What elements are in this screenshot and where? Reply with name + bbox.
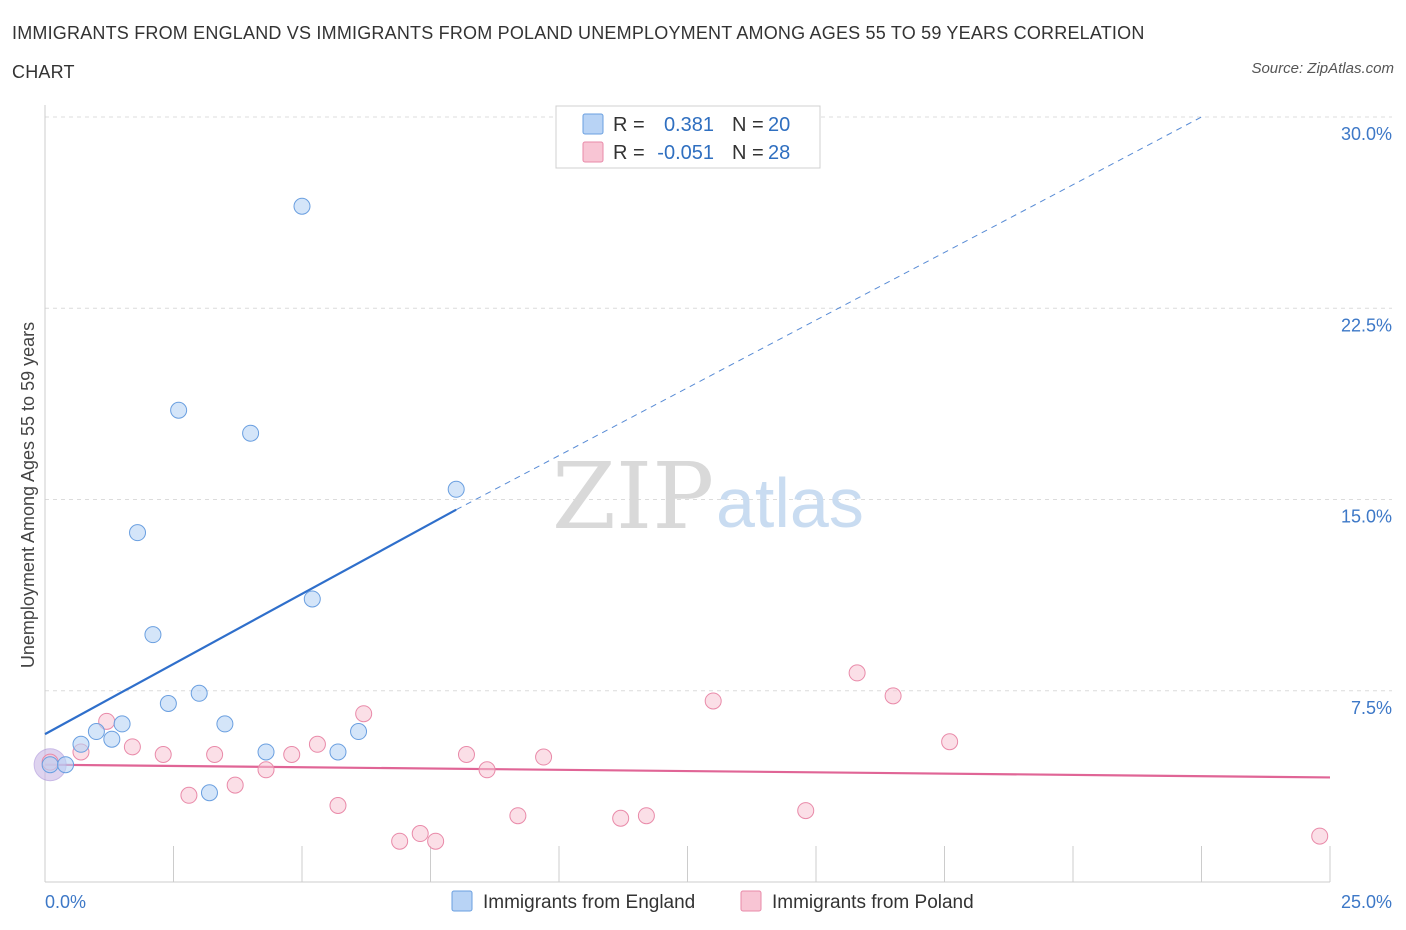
data-point-poland xyxy=(308,735,326,753)
data-point-poland xyxy=(1311,827,1329,845)
data-point-england xyxy=(447,480,465,498)
england-trend-line xyxy=(44,508,457,736)
data-point-england xyxy=(144,626,162,644)
legend-n-label: N = xyxy=(732,114,764,136)
data-point-england xyxy=(303,590,321,608)
bottom-legend-swatch-england xyxy=(451,890,473,912)
data-point-poland xyxy=(226,776,244,794)
legend-r-label: R = xyxy=(613,142,645,164)
watermark-atlas: atlas xyxy=(716,464,864,542)
data-point-poland xyxy=(123,738,141,756)
stats-legend: R = 0.381 N = 20 R = -0.051 N = 28 xyxy=(555,105,821,169)
data-point-poland xyxy=(637,807,655,825)
data-point-england xyxy=(57,756,75,774)
data-point-england xyxy=(159,695,177,712)
data-point-england xyxy=(216,715,234,733)
data-point-poland xyxy=(283,746,301,763)
data-point-poland xyxy=(478,761,496,779)
data-point-poland xyxy=(509,807,527,825)
data-point-poland xyxy=(206,746,224,763)
data-point-poland xyxy=(391,832,409,850)
data-point-poland xyxy=(884,687,902,705)
y-tick-label: 30.0% xyxy=(1341,124,1392,144)
poland-trend-line xyxy=(44,763,1331,779)
y-axis-label: Unemployment Among Ages 55 to 59 years xyxy=(18,322,38,668)
y-tick-label: 22.5% xyxy=(1341,315,1392,335)
legend-n-value: 20 xyxy=(768,114,790,136)
bottom-legend-poland: Immigrants from Poland xyxy=(772,892,974,913)
bottom-legend: Immigrants from England Immigrants from … xyxy=(451,890,974,913)
legend-swatch-poland xyxy=(582,141,604,163)
bottom-legend-swatch-poland xyxy=(740,890,762,912)
data-point-poland xyxy=(848,664,866,682)
data-point-england xyxy=(242,424,260,442)
data-point-england xyxy=(72,735,90,753)
legend-r-value: 0.381 xyxy=(664,114,714,136)
data-points xyxy=(33,197,1329,850)
watermark-zip: ZIP xyxy=(552,443,714,550)
x-tick-label: 25.0% xyxy=(1341,892,1392,912)
source-label: Source: ZipAtlas.com xyxy=(1251,60,1394,77)
chart-title: IMMIGRANTS FROM ENGLAND VS IMMIGRANTS FR… xyxy=(12,23,1145,82)
data-point-england xyxy=(350,723,368,741)
data-point-poland xyxy=(704,692,722,710)
data-point-poland xyxy=(180,786,198,804)
y-tick-labels: 7.5% 15.0% 22.5% 30.0% xyxy=(1341,124,1392,718)
data-point-poland xyxy=(411,825,429,843)
data-point-poland xyxy=(612,809,630,827)
bottom-legend-england: Immigrants from England xyxy=(483,892,695,913)
data-point-poland xyxy=(257,761,275,779)
legend-r-label: R = xyxy=(613,114,645,136)
y-tick-label: 7.5% xyxy=(1351,698,1392,718)
data-point-england xyxy=(190,684,208,702)
legend-n-label: N = xyxy=(732,142,764,164)
england-trend-extension xyxy=(455,116,1202,511)
data-point-poland xyxy=(427,832,445,850)
watermark: ZIP atlas xyxy=(552,443,864,550)
legend-n-value: 28 xyxy=(768,142,790,164)
data-point-england xyxy=(257,743,275,761)
legend-swatch-england xyxy=(582,113,604,135)
y-tick-label: 15.0% xyxy=(1341,507,1392,527)
data-point-poland xyxy=(457,746,475,763)
data-point-england xyxy=(170,401,188,419)
data-point-poland xyxy=(154,746,172,763)
data-point-england xyxy=(103,730,121,748)
data-point-england xyxy=(129,524,147,542)
data-point-england xyxy=(200,784,218,802)
data-point-england xyxy=(87,723,105,741)
data-point-england xyxy=(329,743,347,761)
data-point-poland xyxy=(329,797,347,814)
data-point-england xyxy=(113,715,131,733)
legend-r-value: -0.051 xyxy=(657,142,714,164)
x-tick-label: 0.0% xyxy=(45,892,86,912)
data-point-poland xyxy=(535,748,553,766)
data-point-england xyxy=(41,756,59,774)
data-point-poland xyxy=(941,733,959,751)
x-tick-labels: 0.0% 25.0% xyxy=(45,892,1392,912)
data-point-poland xyxy=(355,705,373,723)
data-point-poland xyxy=(797,802,815,820)
data-point-england xyxy=(293,197,311,215)
grid-lines xyxy=(45,116,1392,692)
